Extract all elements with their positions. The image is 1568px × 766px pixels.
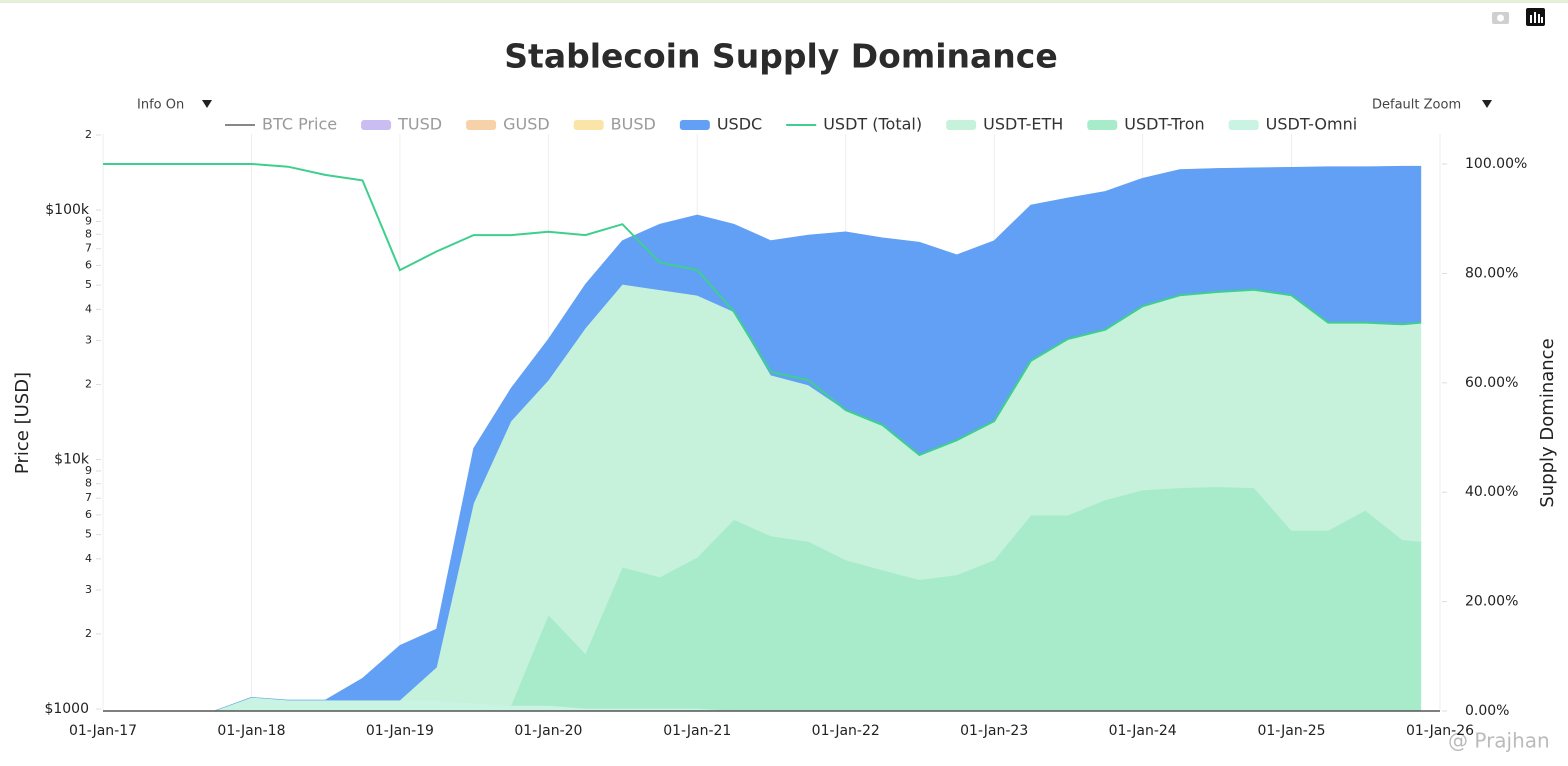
legend-item[interactable]: USDC bbox=[679, 115, 762, 134]
line-series bbox=[103, 163, 1421, 457]
x-tick-label: 01-Jan-19 bbox=[366, 723, 434, 739]
y-minor-tick-label: 2 bbox=[85, 627, 92, 640]
x-tick-label: 01-Jan-23 bbox=[960, 723, 1028, 739]
x-tick-label: 01-Jan-20 bbox=[514, 723, 582, 739]
x-tick-label: 01-Jan-18 bbox=[217, 723, 285, 739]
credit: @ Prajhan bbox=[1448, 729, 1550, 753]
legend-label: USDC bbox=[717, 115, 762, 134]
y2-tick-label: 80.00% bbox=[1465, 265, 1518, 281]
y-minor-tick-label: 8 bbox=[85, 477, 92, 490]
legend-item[interactable]: USDT (Total) bbox=[786, 115, 922, 134]
y-minor-tick-label: 9 bbox=[85, 215, 92, 228]
y-minor-tick-label: 3 bbox=[85, 583, 92, 596]
legend-label: USDT-Tron bbox=[1124, 115, 1204, 134]
chart-icon[interactable] bbox=[1526, 8, 1545, 26]
legend-item[interactable]: USDT-ETH bbox=[946, 115, 1063, 134]
x-tick-label: 01-Jan-21 bbox=[663, 723, 731, 739]
y-minor-tick-label: 9 bbox=[85, 464, 92, 477]
camera-icon[interactable] bbox=[1492, 12, 1509, 24]
legend-label: GUSD bbox=[503, 115, 550, 134]
legend-swatch bbox=[1228, 120, 1259, 130]
legend: BTC Price TUSD GUSD BUSD USDC USDT (Total) USD… bbox=[225, 115, 1357, 134]
y-minor-tick-label: 7 bbox=[85, 242, 92, 255]
y-minor-tick-label: 4 bbox=[85, 302, 92, 315]
y2-tick-label: 20.00% bbox=[1465, 594, 1518, 610]
top-border bbox=[0, 0, 1568, 3]
legend-item[interactable]: USDT-Tron bbox=[1087, 115, 1205, 134]
y2-tick-label: 0.00% bbox=[1465, 703, 1509, 719]
y-minor-tick-label: 6 bbox=[85, 508, 92, 521]
y2-tick-label: 60.00% bbox=[1465, 375, 1518, 391]
plot-area bbox=[102, 134, 1441, 712]
legend-swatch bbox=[1087, 120, 1118, 130]
chart-title: Stablecoin Supply Dominance bbox=[504, 37, 1057, 76]
y-tick-label: $10k bbox=[54, 452, 90, 468]
legend-label: USDT-Omni bbox=[1266, 115, 1357, 134]
legend-item[interactable]: TUSD bbox=[361, 115, 442, 134]
info-toggle[interactable]: Info On bbox=[137, 98, 184, 113]
legend-label: BUSD bbox=[611, 115, 656, 134]
legend-label: USDT-ETH bbox=[983, 115, 1063, 134]
x-tick-label: 01-Jan-26 bbox=[1406, 723, 1474, 739]
legend-swatch bbox=[946, 120, 977, 130]
area-4 bbox=[103, 165, 1422, 712]
legend-swatch bbox=[361, 120, 392, 130]
y-minor-tick-label: 2 bbox=[85, 128, 92, 141]
y-minor-tick-label: 8 bbox=[85, 227, 92, 240]
x-tick-label: 01-Jan-22 bbox=[812, 723, 880, 739]
zoom-menu[interactable]: Default Zoom bbox=[1372, 98, 1461, 113]
y-minor-tick-label: 2 bbox=[85, 377, 92, 390]
x-tick-label: 01-Jan-25 bbox=[1257, 723, 1325, 739]
y2-axis-title: Supply Dominance bbox=[1537, 338, 1558, 507]
y-minor-tick-label: 5 bbox=[85, 528, 92, 541]
y2-tick-label: 40.00% bbox=[1465, 484, 1518, 500]
legend-item[interactable]: GUSD bbox=[466, 115, 550, 134]
x-tick-label: 01-Jan-24 bbox=[1109, 723, 1177, 739]
legend-swatch bbox=[679, 120, 710, 130]
y-tick-label: $100k bbox=[45, 202, 90, 218]
legend-item[interactable]: BTC Price bbox=[225, 115, 337, 134]
legend-label: TUSD bbox=[397, 115, 442, 134]
y-axis-title: Price [USD] bbox=[12, 372, 33, 474]
dropdown-arrow[interactable] bbox=[1482, 100, 1492, 108]
x-tick-label: 01-Jan-17 bbox=[69, 723, 137, 739]
y-minor-tick-label: 7 bbox=[85, 491, 92, 504]
y-minor-tick-label: 6 bbox=[85, 258, 92, 271]
y-minor-tick-label: 3 bbox=[85, 334, 92, 347]
legend-label: USDT (Total) bbox=[823, 115, 922, 134]
y2-tick-label: 100.00% bbox=[1465, 156, 1527, 172]
y-tick-label: $1000 bbox=[44, 701, 89, 717]
legend-swatch bbox=[573, 120, 604, 130]
legend-item[interactable]: BUSD bbox=[573, 115, 656, 134]
y-minor-tick-label: 4 bbox=[85, 552, 92, 565]
legend-label: BTC Price bbox=[262, 115, 337, 134]
legend-item[interactable]: USDT-Omni bbox=[1228, 115, 1357, 134]
y-minor-tick-label: 5 bbox=[85, 278, 92, 291]
legend-swatch bbox=[466, 120, 497, 130]
dropdown-arrow[interactable] bbox=[202, 100, 212, 108]
